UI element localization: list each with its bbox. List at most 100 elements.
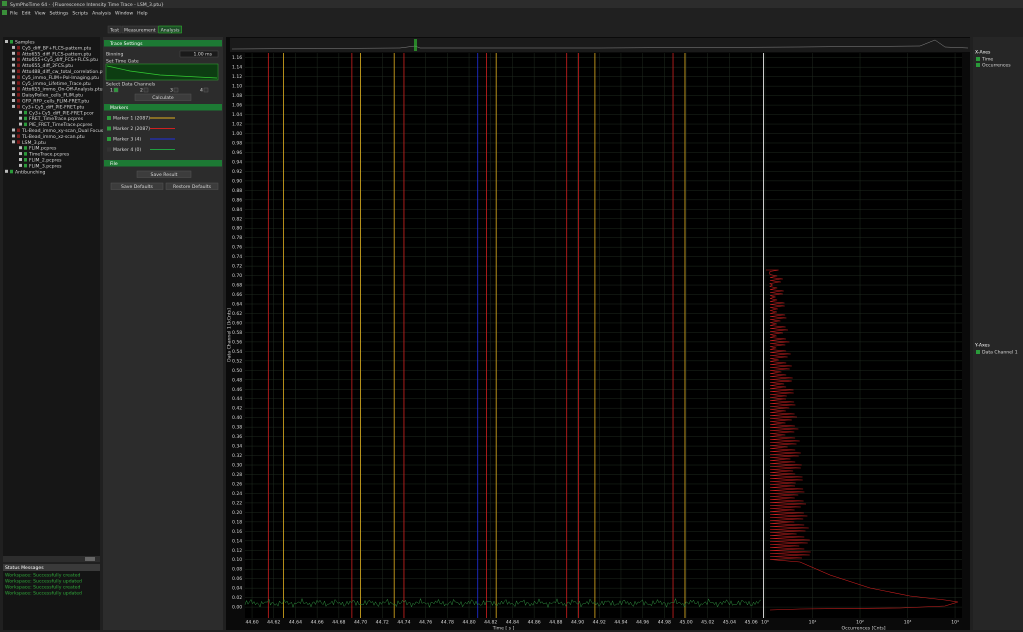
marker-checkbox[interactable] [107, 126, 111, 131]
axis-checkbox[interactable] [976, 57, 980, 61]
marker-checkbox[interactable] [107, 116, 111, 120]
axis-option[interactable]: Time [981, 57, 993, 63]
marker-label[interactable]: Marker 4 (0) [113, 147, 141, 153]
tree-item[interactable]: Cy5_diff_BF+FLCS-pattern.ptu [22, 45, 91, 51]
tree-item[interactable]: Atto655_diff_FLCS-pattern.ptu [22, 51, 91, 57]
channel-label[interactable]: 4 [200, 88, 203, 94]
channel-checkbox[interactable] [143, 87, 149, 93]
expander[interactable] [12, 99, 15, 102]
expander[interactable] [12, 140, 15, 144]
expander[interactable] [12, 87, 15, 91]
expander[interactable] [12, 45, 15, 49]
binning-value[interactable]: 1.00 ms [193, 52, 212, 58]
tab[interactable] [121, 25, 158, 34]
button[interactable] [110, 182, 164, 190]
expander[interactable] [12, 75, 15, 79]
tree-item[interactable]: Cy5_immo_FLIM+Pol-Imaging.ptu [22, 75, 99, 81]
expander[interactable] [5, 40, 8, 43]
marker-label[interactable]: Marker 1 (2087) [113, 116, 150, 122]
tree-item[interactable]: TL-Bead_immo_xy-scan_Dual Focus.ptu [21, 128, 112, 134]
expander[interactable] [19, 146, 22, 150]
button[interactable] [165, 182, 219, 190]
tree-item[interactable]: Antibunching [15, 169, 45, 175]
tree-item[interactable]: Cy3+Cy5_diff_PIE-FRET.ptu [22, 104, 84, 110]
menu-item[interactable]: Help [137, 11, 148, 17]
expander[interactable] [5, 169, 8, 173]
tab-label[interactable]: Test [109, 27, 119, 33]
tree-item[interactable]: FLIM.pcpres [29, 146, 57, 152]
marker-label[interactable]: Marker 3 (4) [113, 137, 141, 143]
axis-checkbox[interactable] [976, 350, 980, 354]
menu-item[interactable]: View [35, 11, 46, 17]
tree-item[interactable]: Atto655+Cy5_diff_FCS+FLCS.ptu [22, 57, 98, 63]
channel-label[interactable]: 1 [110, 88, 113, 94]
section-header[interactable] [104, 40, 222, 47]
expander[interactable] [12, 69, 15, 73]
marker-checkbox[interactable] [107, 137, 111, 141]
channel-label[interactable]: 3 [170, 88, 173, 94]
axis-option[interactable]: Occurrences [982, 63, 1011, 69]
expander[interactable] [19, 158, 22, 161]
expander[interactable] [12, 134, 15, 138]
button-label[interactable]: Calculate [152, 95, 174, 101]
tab-label[interactable]: Analysis [161, 27, 181, 33]
tree-item[interactable]: LSM_3.ptu [22, 140, 46, 146]
menu-item[interactable]: Settings [50, 11, 69, 17]
tree-item[interactable]: Samples [15, 40, 35, 46]
expander[interactable] [12, 51, 15, 55]
expander[interactable] [12, 104, 15, 108]
tree-item[interactable]: Atto488_diff_cw_total_correlation.ptu [22, 69, 107, 75]
menu-item[interactable]: Analysis [92, 11, 112, 17]
button-label[interactable]: Save Defaults [121, 184, 154, 190]
expander[interactable] [12, 63, 15, 67]
tab[interactable] [158, 25, 182, 34]
channel-label[interactable]: 2 [140, 88, 143, 94]
section-header[interactable] [104, 160, 222, 167]
tree-item[interactable]: FLIM_2.pcpres [29, 158, 62, 164]
section-title[interactable]: File [110, 161, 118, 167]
expander[interactable] [12, 93, 15, 97]
marker-checkbox[interactable] [107, 147, 111, 152]
menu-item[interactable]: File [10, 11, 18, 17]
button[interactable] [136, 170, 192, 178]
expander[interactable] [12, 128, 15, 132]
section-title[interactable]: Markers [110, 105, 129, 111]
marker-label[interactable]: Marker 2 (2087) [113, 126, 150, 132]
tree-item[interactable]: FLIM_3.pcpres [29, 163, 62, 169]
axis-checkbox[interactable] [976, 63, 980, 67]
tree-item[interactable]: Atto655_immo_On-Off-Analysis.ptu [22, 87, 103, 93]
expander[interactable] [19, 110, 22, 114]
tree-item[interactable]: TimeTrace.pcpres [28, 152, 70, 158]
expander[interactable] [19, 116, 22, 120]
expander[interactable] [12, 81, 15, 85]
menu-item[interactable]: Window [115, 11, 133, 17]
expander[interactable] [19, 152, 22, 156]
time-gate-plot[interactable] [105, 63, 219, 81]
button-label[interactable]: Restore Defaults [173, 184, 212, 190]
tab-label[interactable]: Measurement [124, 27, 156, 33]
expander[interactable] [19, 163, 22, 167]
section-header[interactable] [104, 104, 222, 111]
tree-item[interactable]: DaisyPollen_cells_FLIM.ptu [22, 93, 83, 99]
expander[interactable] [19, 122, 22, 126]
axis-option[interactable]: Data Channel 1 [982, 350, 1018, 356]
menu-item[interactable]: Scripts [72, 11, 88, 17]
tree-item[interactable]: GFP_RFP_cells_FLIM-FRET.ptu [22, 99, 89, 105]
scroll-thumb[interactable] [85, 557, 95, 561]
button-label[interactable]: Save Result [151, 172, 178, 178]
expander[interactable] [12, 57, 15, 61]
tree-scrollbar[interactable] [3, 556, 100, 562]
tree-item[interactable]: PIE_FRET_TimeTrace.pcpres [29, 122, 93, 128]
tree-item[interactable]: Cy5_immo_Lifetime_Trace.ptu [22, 81, 91, 87]
button[interactable] [134, 93, 192, 101]
section-title[interactable]: Trace Settings [109, 41, 143, 47]
tree-item[interactable]: FRET_TimeTrace.pcpres [29, 116, 84, 122]
channel-checkbox[interactable] [173, 87, 179, 93]
tree-item[interactable]: TL-Bead_immo_xz-scan.ptu [21, 134, 85, 140]
tree-item[interactable]: Atto655_diff_2FCS.ptu [22, 63, 73, 69]
overview-window[interactable] [414, 39, 417, 51]
channel-checkbox[interactable] [203, 87, 209, 93]
channel-checkbox[interactable] [113, 87, 119, 93]
tree-item[interactable]: Cy3+Cy5_diff_PIE-FRET.pcor [29, 110, 94, 116]
menu-item[interactable]: Edit [22, 11, 31, 17]
